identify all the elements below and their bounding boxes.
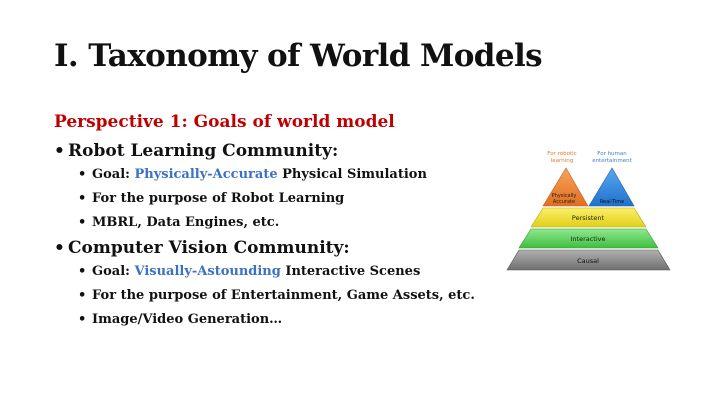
goal-highlight: Physically-Accurate: [134, 167, 278, 182]
bullet-dot: •: [78, 167, 87, 182]
goal-suffix: Interactive Scenes: [280, 264, 421, 279]
tier-interactive: [518, 228, 659, 249]
sub-bullet-text: Image/Video Generation…: [92, 312, 283, 327]
bullet-dot: •: [78, 264, 87, 279]
goal-highlight: Visually-Astounding: [134, 264, 281, 279]
label-robotic-line1: For robotic: [547, 151, 576, 157]
goal-prefix: Goal:: [92, 264, 135, 279]
sub-bullet-purpose: • For the purpose of Robot Learning: [78, 189, 524, 208]
bullet-list: • Robot Learning Community: • Goal: Physic…: [54, 140, 524, 334]
bullet-robot-learning: • Robot Learning Community:: [54, 140, 524, 162]
sub-bullet-text: MBRL, Data Engines, etc.: [92, 215, 280, 230]
label-robotic-line2: learning: [551, 158, 573, 164]
tier-causal-label: Causal: [577, 257, 599, 265]
bullet-heading: Robot Learning Community:: [68, 141, 339, 161]
bullet-computer-vision: • Computer Vision Community:: [54, 237, 524, 259]
peak-physically-accurate: [542, 167, 589, 207]
tier-interactive-label: Interactive: [570, 235, 605, 243]
sub-bullet-examples: • Image/Video Generation…: [78, 310, 524, 329]
bullet-dot: •: [54, 238, 65, 258]
slide-title: I. Taxonomy of World Models: [54, 38, 543, 74]
sub-bullet-goal: • Goal: Visually-Astounding Interactive S…: [78, 262, 524, 281]
bullet-dot: •: [78, 191, 87, 206]
goal-suffix: Physical Simulation: [277, 167, 427, 182]
bullet-dot: •: [78, 215, 87, 230]
world-model-pyramid: For robotic learning For human entertain…: [506, 151, 671, 271]
tier-causal: [506, 249, 671, 271]
peak-right-label: Real-Time: [600, 199, 624, 205]
bullet-dot: •: [78, 312, 87, 327]
goal-prefix: Goal:: [92, 167, 135, 182]
sub-bullet-text: For the purpose of Robot Learning: [92, 191, 345, 206]
slide-subtitle: Perspective 1: Goals of world model: [54, 112, 395, 132]
bullet-dot: •: [54, 141, 65, 161]
sub-bullet-examples: • MBRL, Data Engines, etc.: [78, 213, 524, 232]
tier-persistent-label: Persistent: [572, 214, 605, 222]
tier-persistent: [530, 207, 647, 228]
peak-left-line2: Accurate: [553, 199, 575, 205]
peak-left-line1: Physically: [552, 193, 577, 199]
sub-bullet-goal: • Goal: Physically-Accurate Physical Simu…: [78, 165, 524, 184]
label-human-line1: For human: [597, 151, 627, 157]
label-human-line2: entertainment: [592, 158, 632, 164]
bullet-heading: Computer Vision Community:: [68, 238, 350, 258]
peak-real-time: [588, 167, 635, 207]
bullet-dot: •: [78, 288, 87, 303]
sub-bullet-text: For the purpose of Entertainment, Game A…: [92, 288, 475, 303]
sub-bullet-purpose: • For the purpose of Entertainment, Game …: [78, 286, 524, 305]
